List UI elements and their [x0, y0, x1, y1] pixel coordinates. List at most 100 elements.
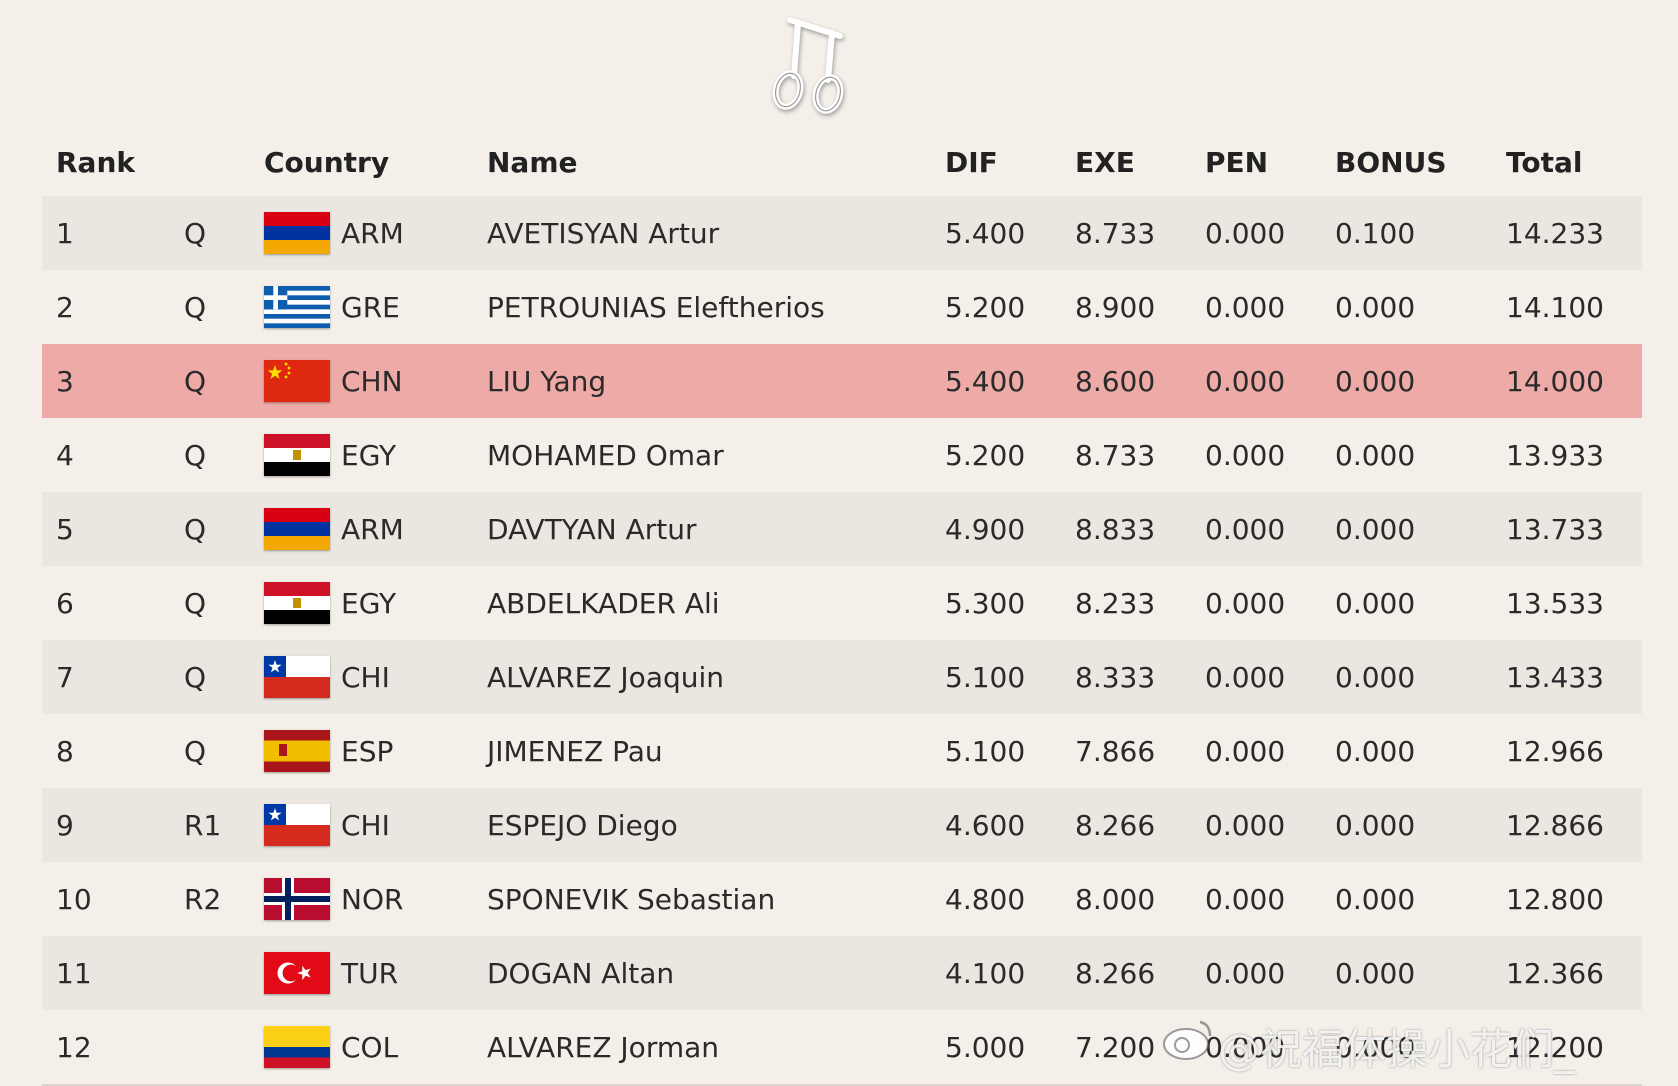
- country-code-cell: GRE: [341, 290, 400, 324]
- total-cell: 13.733: [1506, 512, 1604, 546]
- dif-cell: 5.100: [945, 734, 1026, 768]
- flag-cell: [264, 714, 330, 788]
- athlete-name-cell: SPONEVIK Sebastian: [487, 882, 776, 916]
- dif-cell: 4.800: [945, 882, 1026, 916]
- total-cell: 12.200: [1506, 1030, 1604, 1064]
- country-code-cell: NOR: [341, 882, 404, 916]
- country-code-cell: EGY: [341, 586, 397, 620]
- bonus-cell: 0.000: [1335, 882, 1416, 916]
- table-row[interactable]: 5 Q ARM DAVTYAN Artur 4.900 8.833 0.000 0.000 13…: [42, 492, 1642, 566]
- rank-cell: 8: [56, 734, 74, 768]
- qualification-cell: R2: [184, 882, 222, 916]
- column-header-total[interactable]: Total: [1506, 145, 1583, 179]
- dif-cell: 5.300: [945, 586, 1026, 620]
- pen-cell: 0.000: [1205, 512, 1286, 546]
- results-table: Rank Country Name DIF EXE PEN BONUS Tota…: [42, 128, 1642, 1086]
- table-header: Rank Country Name DIF EXE PEN BONUS Tota…: [42, 128, 1642, 196]
- exe-cell: 7.200: [1075, 1030, 1156, 1064]
- total-cell: 12.866: [1506, 808, 1604, 842]
- total-cell: 12.966: [1506, 734, 1604, 768]
- dif-cell: 5.400: [945, 216, 1026, 250]
- table-row[interactable]: 2 Q GRE PETROUNIAS Eleftherios 5.200 8.900 0.0…: [42, 270, 1642, 344]
- exe-cell: 8.266: [1075, 808, 1156, 842]
- dif-cell: 5.100: [945, 660, 1026, 694]
- weibo-icon: [1163, 1020, 1212, 1060]
- pen-cell: 0.000: [1205, 882, 1286, 916]
- total-cell: 13.933: [1506, 438, 1604, 472]
- table-row[interactable]: 7 Q CHI ALVAREZ Joaquin 5.100 8.333 0.000 0.000…: [42, 640, 1642, 714]
- athlete-name-cell: PETROUNIAS Eleftherios: [487, 290, 825, 324]
- column-header-country[interactable]: Country: [264, 145, 390, 179]
- qualification-cell: Q: [184, 512, 207, 546]
- rank-cell: 6: [56, 586, 74, 620]
- flag-cell: [264, 270, 330, 344]
- armenia-flag: [264, 508, 330, 550]
- flag-cell: [264, 344, 330, 418]
- flag-cell: [264, 788, 330, 862]
- watermark-text: @祝福体操小花们_: [1218, 1025, 1576, 1074]
- athlete-name-cell: ALVAREZ Joaquin: [487, 660, 725, 694]
- chile-flag: [264, 804, 330, 846]
- rank-cell: 3: [56, 364, 74, 398]
- athlete-name-cell: MOHAMED Omar: [487, 438, 724, 472]
- pen-cell: 0.000: [1205, 808, 1286, 842]
- qualification-cell: Q: [184, 438, 207, 472]
- athlete-name-cell: DOGAN Altan: [487, 956, 675, 990]
- bonus-cell: 0.000: [1335, 808, 1416, 842]
- qualification-cell: R1: [184, 808, 222, 842]
- qualification-cell: Q: [184, 734, 207, 768]
- rank-cell: 10: [56, 882, 92, 916]
- table-row[interactable]: 4 Q EGY MOHAMED Omar 5.200 8.733 0.000 0.000 13.…: [42, 418, 1642, 492]
- table-row[interactable]: 12 COL ALVAREZ Jorman 5.000 7.200 0.000 0.000 1…: [42, 1010, 1642, 1086]
- rings-icon: [772, 17, 844, 114]
- rank-cell: 1: [56, 216, 74, 250]
- table-row[interactable]: 10 R2 NOR SPONEVIK Sebastian 4.800 8.000 0.000…: [42, 862, 1642, 936]
- rank-cell: 7: [56, 660, 74, 694]
- armenia-flag: [264, 212, 330, 254]
- bonus-cell: 0.000: [1335, 586, 1416, 620]
- table-row[interactable]: 11 TUR DOGAN Altan 4.100 8.266 0.000 0.000 12.3…: [42, 936, 1642, 1010]
- rank-cell: 5: [56, 512, 74, 546]
- country-code-cell: COL: [341, 1030, 399, 1064]
- exe-cell: 7.866: [1075, 734, 1156, 768]
- total-cell: 12.366: [1506, 956, 1604, 990]
- rank-cell: 2: [56, 290, 74, 324]
- china-flag: [264, 360, 330, 402]
- total-cell: 14.100: [1506, 290, 1604, 324]
- exe-cell: 8.733: [1075, 438, 1156, 472]
- spain-flag: [264, 730, 330, 772]
- table-row[interactable]: 9 R1 CHI ESPEJO Diego 4.600 8.266 0.000 0.000 12…: [42, 788, 1642, 862]
- country-code-cell: CHI: [341, 660, 390, 694]
- pen-cell: 0.000: [1205, 438, 1286, 472]
- table-row[interactable]: 1 Q ARM AVETISYAN Artur 5.400 8.733 0.000 0.100…: [42, 196, 1642, 270]
- total-cell: 14.000: [1506, 364, 1604, 398]
- athlete-name-cell: ABDELKADER Ali: [487, 586, 720, 620]
- table-row[interactable]: 3 Q CHN LIU Yang 5.400 8.600 0.000 0.000 14.000: [42, 344, 1642, 418]
- pen-cell: 0.000: [1205, 216, 1286, 250]
- column-header-exe[interactable]: EXE: [1075, 145, 1135, 179]
- column-header-dif[interactable]: DIF: [945, 145, 998, 179]
- bonus-cell: 0.000: [1335, 734, 1416, 768]
- flag-cell: [264, 418, 330, 492]
- flag-cell: [264, 566, 330, 640]
- egypt-flag: [264, 582, 330, 624]
- norway-flag: [264, 878, 330, 920]
- total-cell: 13.433: [1506, 660, 1604, 694]
- flag-cell: [264, 196, 330, 270]
- rank-cell: 4: [56, 438, 74, 472]
- table-row[interactable]: 6 Q EGY ABDELKADER Ali 5.300 8.233 0.000 0.000 1…: [42, 566, 1642, 640]
- table-row[interactable]: 8 Q ESP JIMENEZ Pau 5.100 7.866 0.000 0.000 12.9…: [42, 714, 1642, 788]
- pen-cell: 0.000: [1205, 956, 1286, 990]
- bonus-cell: 0.000: [1335, 956, 1416, 990]
- column-header-bonus[interactable]: BONUS: [1335, 145, 1447, 179]
- athlete-name-cell: AVETISYAN Artur: [487, 216, 720, 250]
- dif-cell: 5.400: [945, 364, 1026, 398]
- qualification-cell: Q: [184, 364, 207, 398]
- athlete-name-cell: JIMENEZ Pau: [487, 734, 663, 768]
- column-header-rank[interactable]: Rank: [56, 145, 136, 179]
- pen-cell: 0.000: [1205, 734, 1286, 768]
- flag-cell: [264, 492, 330, 566]
- exe-cell: 8.266: [1075, 956, 1156, 990]
- column-header-pen[interactable]: PEN: [1205, 145, 1269, 179]
- column-header-name[interactable]: Name: [487, 145, 578, 179]
